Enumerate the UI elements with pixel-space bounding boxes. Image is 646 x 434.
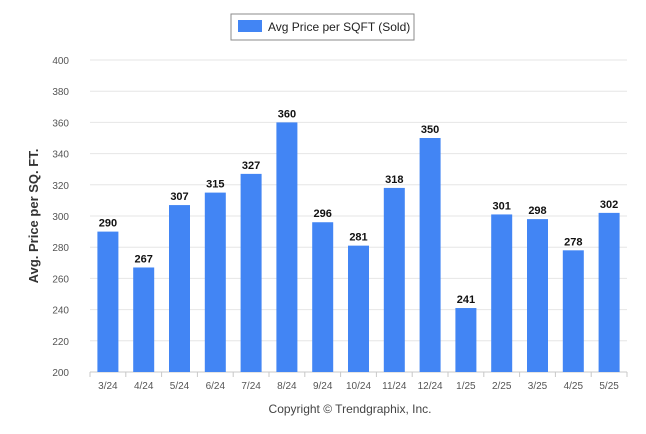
bar: [455, 308, 477, 372]
bar-value-label: 307: [170, 191, 188, 203]
y-tick-label: 280: [52, 243, 69, 254]
y-tick-label: 340: [52, 150, 69, 161]
bar: [598, 212, 620, 372]
x-tick-label: 12/24: [418, 381, 443, 392]
x-tick-label: 5/25: [599, 381, 619, 392]
bar-value-label: 350: [421, 124, 439, 136]
legend: Avg Price per SQFT (Sold): [230, 13, 415, 41]
bar-value-label: 360: [278, 108, 296, 120]
y-axis-ticks: 200 220 240 260 280 300 320 340 360 380 400: [52, 56, 69, 379]
bar-value-label: 302: [600, 199, 618, 211]
bar: [97, 231, 119, 372]
y-tick-label: 240: [52, 306, 69, 317]
y-axis-title: Avg. Price per SQ. FT.: [26, 149, 41, 284]
bar-value-label: 301: [493, 200, 511, 212]
x-tick-label: 2/25: [492, 381, 512, 392]
y-tick-label: 220: [52, 337, 69, 348]
x-tick-label: 4/24: [134, 381, 154, 392]
copyright-text: Copyright © Trendgraphix, Inc.: [269, 402, 432, 416]
x-tick-label: 1/25: [456, 381, 476, 392]
legend-label: Avg Price per SQFT (Sold): [268, 20, 410, 34]
bar-value-label: 241: [457, 294, 475, 306]
bars-group: [97, 122, 620, 373]
bar-value-label: 296: [314, 208, 332, 220]
bar-value-label: 327: [242, 160, 260, 172]
legend-swatch: [238, 20, 262, 32]
bar-value-label: 278: [564, 236, 582, 248]
bar: [133, 267, 155, 372]
bar: [562, 250, 584, 372]
bar: [383, 187, 405, 372]
y-tick-label: 300: [52, 212, 69, 223]
x-tick-label: 9/24: [313, 381, 333, 392]
bar: [312, 222, 334, 372]
y-tick-label: 320: [52, 181, 69, 192]
bar-value-label: 290: [99, 218, 117, 230]
bar-value-label: 281: [349, 232, 367, 244]
x-tick-label: 8/24: [277, 381, 297, 392]
bar: [169, 205, 190, 372]
x-tick-label: 7/24: [241, 381, 261, 392]
x-tick-label: 3/24: [98, 381, 118, 392]
y-tick-label: 260: [52, 274, 69, 285]
bar-value-label: 318: [385, 174, 403, 186]
bar: [348, 245, 369, 372]
x-tick-label: 4/25: [564, 381, 584, 392]
data-labels: 290 267 307 315 327 360 296 281 318 350 241 301 298 2…: [99, 108, 619, 306]
x-tick-label: 6/24: [206, 381, 226, 392]
bar-value-label: 315: [206, 179, 224, 191]
y-tick-label: 360: [52, 118, 69, 129]
bar: [419, 138, 441, 372]
x-axis-ticks: 3/24 4/24 5/24 6/24 7/24 8/24 9/24 10/24 11/24 12…: [89, 372, 628, 392]
y-tick-label: 380: [52, 87, 69, 98]
y-tick-label: 400: [52, 56, 69, 67]
x-tick-label: 11/24: [382, 381, 407, 392]
bar: [527, 219, 548, 372]
x-tick-label: 5/24: [170, 381, 190, 392]
bar: [491, 214, 513, 372]
x-tick-label: 3/25: [528, 381, 548, 392]
x-tick-label: 10/24: [346, 381, 371, 392]
bar-value-label: 267: [135, 253, 153, 265]
bar: [240, 173, 262, 372]
bar-value-label: 298: [528, 205, 546, 217]
y-tick-label: 200: [52, 368, 69, 379]
bar: [204, 192, 226, 372]
bar: [276, 122, 298, 373]
